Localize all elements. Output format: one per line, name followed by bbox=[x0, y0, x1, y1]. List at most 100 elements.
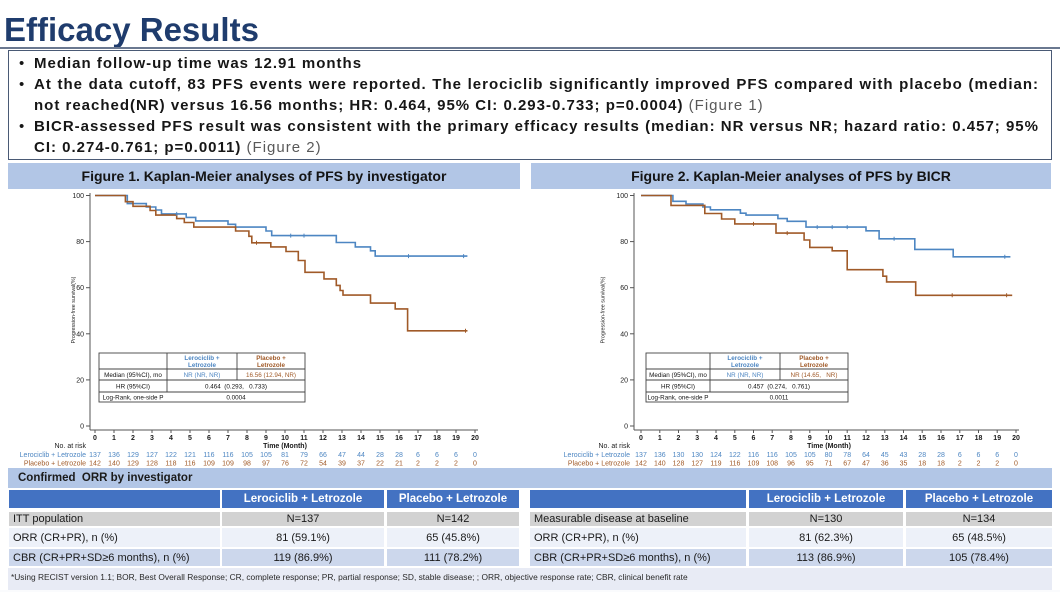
svg-text:Lerociclib +: Lerociclib + bbox=[727, 355, 762, 362]
svg-text:116: 116 bbox=[184, 461, 195, 468]
svg-text:2: 2 bbox=[958, 461, 962, 468]
svg-text:0: 0 bbox=[639, 435, 643, 442]
svg-text:28: 28 bbox=[937, 452, 945, 459]
svg-text:121: 121 bbox=[184, 452, 196, 459]
svg-text:36: 36 bbox=[881, 461, 889, 468]
svg-text:6: 6 bbox=[207, 435, 211, 442]
svg-text:124: 124 bbox=[710, 452, 722, 459]
svg-text:14: 14 bbox=[900, 435, 908, 442]
svg-text:118: 118 bbox=[165, 461, 176, 468]
svg-text:64: 64 bbox=[862, 452, 870, 459]
svg-text:3: 3 bbox=[150, 435, 154, 442]
svg-text:100: 100 bbox=[616, 193, 628, 200]
svg-text:127: 127 bbox=[691, 461, 703, 468]
svg-text:108: 108 bbox=[766, 461, 778, 468]
svg-text:127: 127 bbox=[146, 452, 158, 459]
svg-text:0: 0 bbox=[93, 435, 97, 442]
svg-text:HR (95%CI): HR (95%CI) bbox=[661, 384, 695, 391]
svg-text:116: 116 bbox=[203, 452, 214, 459]
svg-text:No. at risk: No. at risk bbox=[54, 443, 86, 450]
svg-text:19: 19 bbox=[452, 435, 460, 442]
svg-text:6: 6 bbox=[752, 435, 756, 442]
svg-text:2: 2 bbox=[131, 435, 135, 442]
svg-text:Median (95%CI), mo: Median (95%CI), mo bbox=[104, 372, 162, 379]
svg-text:HR (95%CI): HR (95%CI) bbox=[116, 384, 150, 391]
svg-text:80: 80 bbox=[620, 239, 628, 246]
svg-text:6: 6 bbox=[435, 452, 439, 459]
svg-text:9: 9 bbox=[808, 435, 812, 442]
svg-text:18: 18 bbox=[918, 461, 926, 468]
svg-text:116: 116 bbox=[748, 452, 759, 459]
svg-text:Progression-free survival(%): Progression-free survival(%) bbox=[71, 276, 77, 343]
svg-text:Placebo +: Placebo + bbox=[799, 355, 829, 362]
svg-text:0.0011: 0.0011 bbox=[770, 395, 789, 402]
svg-text:13: 13 bbox=[881, 435, 889, 442]
svg-text:2: 2 bbox=[454, 461, 458, 468]
svg-text:60: 60 bbox=[76, 285, 84, 292]
svg-text:6: 6 bbox=[977, 452, 981, 459]
svg-text:20: 20 bbox=[471, 435, 479, 442]
svg-text:Letrozole: Letrozole bbox=[188, 362, 216, 369]
svg-text:105: 105 bbox=[260, 452, 272, 459]
svg-text:16: 16 bbox=[395, 435, 403, 442]
svg-text:12: 12 bbox=[862, 435, 870, 442]
svg-text:129: 129 bbox=[127, 461, 139, 468]
svg-text:21: 21 bbox=[395, 461, 403, 468]
svg-text:6: 6 bbox=[958, 452, 962, 459]
svg-text:18: 18 bbox=[433, 435, 441, 442]
svg-text:17: 17 bbox=[414, 435, 422, 442]
svg-text:80: 80 bbox=[825, 452, 833, 459]
svg-text:140: 140 bbox=[654, 461, 666, 468]
svg-text:28: 28 bbox=[395, 452, 403, 459]
svg-text:35: 35 bbox=[900, 461, 908, 468]
svg-text:11: 11 bbox=[843, 435, 851, 442]
svg-text:2: 2 bbox=[677, 435, 681, 442]
svg-text:Letrozole: Letrozole bbox=[731, 362, 759, 369]
svg-text:11: 11 bbox=[300, 435, 308, 442]
svg-text:116: 116 bbox=[222, 452, 233, 459]
svg-text:66: 66 bbox=[319, 452, 327, 459]
svg-text:5: 5 bbox=[733, 435, 737, 442]
svg-text:40: 40 bbox=[76, 331, 84, 338]
svg-text:0: 0 bbox=[1014, 452, 1018, 459]
svg-text:128: 128 bbox=[146, 461, 158, 468]
svg-text:15: 15 bbox=[376, 435, 384, 442]
svg-text:Time (Month): Time (Month) bbox=[263, 443, 307, 450]
svg-text:140: 140 bbox=[108, 461, 120, 468]
svg-text:122: 122 bbox=[729, 452, 741, 459]
svg-text:20: 20 bbox=[1012, 435, 1020, 442]
svg-text:100: 100 bbox=[72, 193, 84, 200]
svg-text:122: 122 bbox=[165, 452, 177, 459]
svg-text:No. at risk: No. at risk bbox=[598, 443, 630, 450]
svg-text:19: 19 bbox=[993, 435, 1001, 442]
svg-text:6: 6 bbox=[995, 452, 999, 459]
svg-text:17: 17 bbox=[956, 435, 964, 442]
svg-text:136: 136 bbox=[108, 452, 120, 459]
svg-text:6: 6 bbox=[454, 452, 458, 459]
svg-text:12: 12 bbox=[319, 435, 327, 442]
svg-text:67: 67 bbox=[843, 461, 851, 468]
svg-text:105: 105 bbox=[241, 452, 253, 459]
svg-text:116: 116 bbox=[729, 461, 740, 468]
svg-text:0: 0 bbox=[624, 424, 628, 431]
svg-text:16: 16 bbox=[937, 435, 945, 442]
svg-text:130: 130 bbox=[691, 452, 703, 459]
svg-text:NR (NR, NR): NR (NR, NR) bbox=[727, 372, 764, 379]
svg-text:4: 4 bbox=[169, 435, 173, 442]
svg-text:28: 28 bbox=[376, 452, 384, 459]
svg-text:142: 142 bbox=[89, 461, 101, 468]
svg-text:2: 2 bbox=[416, 461, 420, 468]
svg-text:98: 98 bbox=[243, 461, 251, 468]
svg-text:9: 9 bbox=[264, 435, 268, 442]
svg-text:105: 105 bbox=[785, 452, 797, 459]
svg-text:95: 95 bbox=[806, 461, 814, 468]
svg-text:79: 79 bbox=[300, 452, 308, 459]
svg-text:15: 15 bbox=[918, 435, 926, 442]
svg-text:22: 22 bbox=[376, 461, 384, 468]
svg-text:0.457 (0.274, 0.761): 0.457 (0.274, 0.761) bbox=[748, 384, 810, 391]
svg-text:136: 136 bbox=[654, 452, 666, 459]
svg-text:80: 80 bbox=[76, 239, 84, 246]
svg-text:45: 45 bbox=[881, 452, 889, 459]
svg-text:0: 0 bbox=[473, 461, 477, 468]
svg-text:Placebo + Letrozole: Placebo + Letrozole bbox=[24, 461, 86, 468]
